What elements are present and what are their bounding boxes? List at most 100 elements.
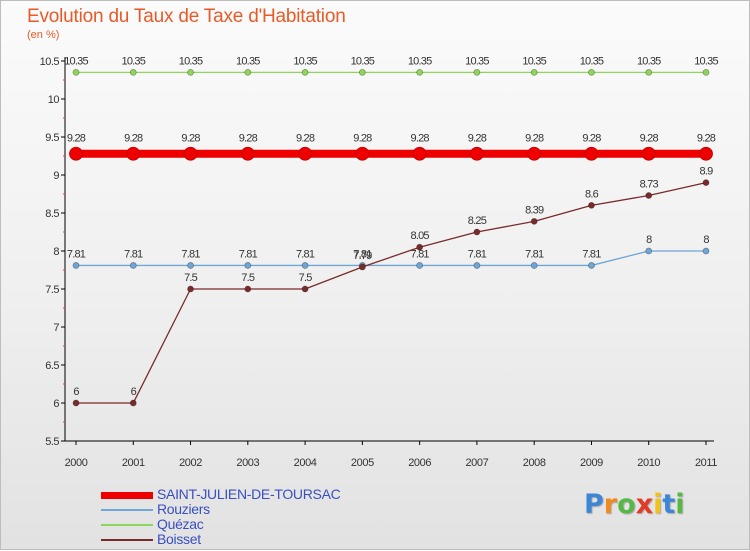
- data-point: [530, 217, 538, 225]
- data-label: 9.28: [525, 133, 544, 145]
- logo-letter: r: [603, 489, 618, 520]
- data-label: 8: [703, 234, 709, 246]
- data-point: [416, 69, 424, 76]
- logo-letter: t: [662, 489, 676, 520]
- x-tick-label: 2004: [294, 457, 317, 469]
- data-label: 10.35: [236, 55, 260, 67]
- legend-label: Rouziers: [157, 501, 210, 517]
- x-tick-label: 2007: [465, 457, 488, 469]
- logo-letter: P: [584, 489, 604, 520]
- y-tick-label: 9: [53, 170, 59, 182]
- legend-item-rouziers: Rouziers: [101, 501, 401, 517]
- x-tick-label: 2000: [65, 457, 88, 469]
- y-tick-label: 10.5: [40, 56, 60, 68]
- data-point: [645, 192, 653, 199]
- data-label: 8.9: [700, 166, 714, 178]
- data-label: 9.28: [411, 133, 430, 145]
- data-label: 9.28: [181, 133, 200, 145]
- proxiti-logo: Proxiti: [584, 489, 685, 520]
- data-label: 9.28: [296, 133, 315, 145]
- data-point: [702, 69, 710, 76]
- data-point: [244, 69, 252, 76]
- data-point: [645, 247, 653, 255]
- data-point: [473, 69, 481, 76]
- data-label: 10.35: [293, 55, 317, 67]
- data-label: 7.81: [67, 248, 86, 260]
- data-label: 9.28: [697, 133, 716, 145]
- data-point: [129, 399, 137, 407]
- data-point: [187, 262, 194, 269]
- y-tick-label: 9.5: [45, 132, 59, 144]
- y-tick-label: 5.5: [45, 436, 59, 448]
- data-label: 8.6: [585, 188, 599, 200]
- x-tick-label: 2011: [695, 457, 717, 469]
- data-point: [530, 262, 538, 269]
- data-label: 8.25: [468, 215, 487, 227]
- data-point: [588, 69, 595, 76]
- data-point: [645, 69, 653, 76]
- data-label: 7.5: [241, 272, 255, 284]
- data-point: [183, 146, 198, 161]
- data-label: 7.81: [296, 248, 315, 260]
- chart-title: Evolution du Taux de Taxe d'Habitation: [27, 6, 346, 27]
- x-tick-label: 2008: [523, 457, 546, 469]
- y-tick-label: 7.5: [45, 284, 59, 296]
- data-label: 7.5: [184, 272, 198, 284]
- data-point: [72, 262, 80, 269]
- legend-label: Boisset: [157, 531, 201, 547]
- data-point: [584, 146, 599, 161]
- x-tick-label: 2002: [179, 457, 202, 469]
- data-label: 9.28: [353, 133, 372, 145]
- data-point: [244, 262, 252, 269]
- logo-letter: i: [653, 489, 663, 520]
- data-label: 10.35: [580, 55, 604, 67]
- data-point: [358, 263, 366, 271]
- data-label: 7.81: [468, 248, 487, 260]
- data-label: 8: [646, 234, 652, 246]
- data-label: 7.81: [124, 248, 143, 260]
- data-label: 9.28: [67, 133, 86, 145]
- data-label: 9.28: [239, 133, 258, 145]
- data-label: 7.79: [353, 250, 372, 262]
- data-point: [527, 146, 542, 161]
- logo-letter: o: [617, 489, 636, 520]
- data-label: 10.35: [522, 55, 546, 67]
- data-label: 7.81: [353, 248, 372, 260]
- data-point: [470, 146, 484, 161]
- data-point: [72, 399, 80, 407]
- data-label: 7.5: [299, 272, 313, 284]
- y-tick-label: 6: [53, 398, 59, 410]
- data-point: [355, 146, 370, 161]
- data-label: 10.35: [694, 55, 718, 67]
- data-label: 10.35: [179, 55, 203, 67]
- data-point: [473, 228, 481, 236]
- data-point: [301, 69, 309, 76]
- legend-label: Quézac: [157, 516, 204, 532]
- data-label: 7.81: [525, 248, 544, 260]
- logo-letter: i: [675, 489, 685, 520]
- data-point: [416, 262, 424, 269]
- data-label: 7.81: [582, 248, 601, 260]
- data-label: 7.81: [181, 248, 200, 260]
- data-label: 10.35: [637, 55, 661, 67]
- data-label: 6: [131, 386, 137, 398]
- data-label: 10.35: [122, 55, 146, 67]
- series-line: [76, 181, 707, 404]
- x-tick-label: 2010: [637, 457, 660, 469]
- data-label: 6: [73, 386, 79, 398]
- data-point: [129, 262, 137, 269]
- data-label: 10.35: [351, 55, 375, 67]
- x-tick-label: 2003: [236, 457, 259, 469]
- data-point: [641, 146, 656, 161]
- series-line: [76, 250, 706, 267]
- data-point: [126, 146, 141, 161]
- y-tick-label: 8: [53, 246, 59, 258]
- data-point: [69, 146, 83, 161]
- y-tick-label: 7: [53, 322, 59, 334]
- data-point: [473, 262, 481, 269]
- logo-letter: x: [635, 489, 654, 520]
- x-tick-label: 2006: [408, 457, 431, 469]
- data-point: [702, 179, 710, 187]
- data-point: [298, 146, 312, 161]
